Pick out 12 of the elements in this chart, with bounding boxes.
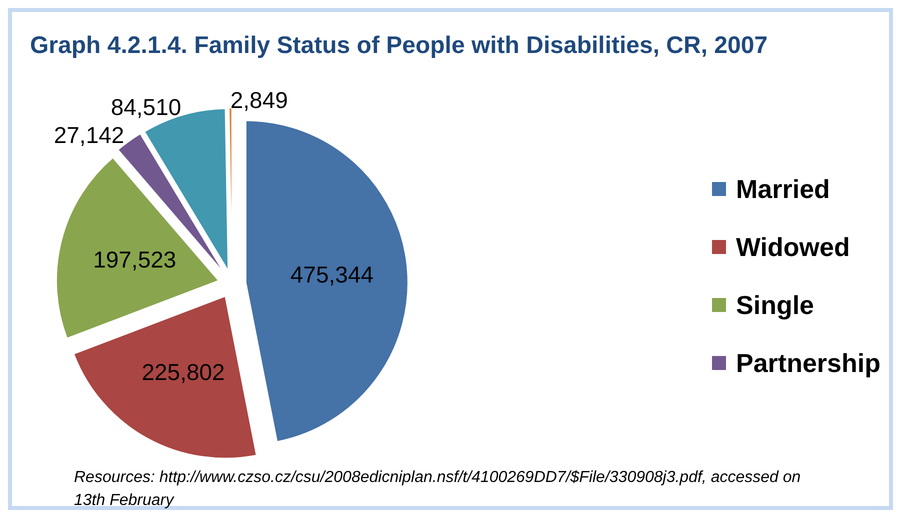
legend-label: Widowed — [736, 232, 850, 262]
data-label: 225,802 — [142, 358, 225, 385]
chart-title: Graph 4.2.1.4. Family Status of People with Disabilities, CR, 2007 — [30, 32, 768, 60]
legend-label: Single — [736, 290, 814, 320]
data-label: 2,849 — [230, 87, 288, 114]
legend-label: Partnership — [736, 348, 880, 378]
data-label: 84,510 — [110, 94, 182, 120]
legend-label: Married — [736, 174, 830, 204]
data-label: 197,523 — [93, 246, 176, 272]
data-label: 475,344 — [290, 261, 374, 288]
data-label: 27,142 — [54, 122, 124, 148]
text: Resources: http://www.czso.cz/csu/2008edicniplan.nsf/t/4100269DD7/$File/330908j3.pdf, accessed on 13th February — [74, 468, 802, 511]
